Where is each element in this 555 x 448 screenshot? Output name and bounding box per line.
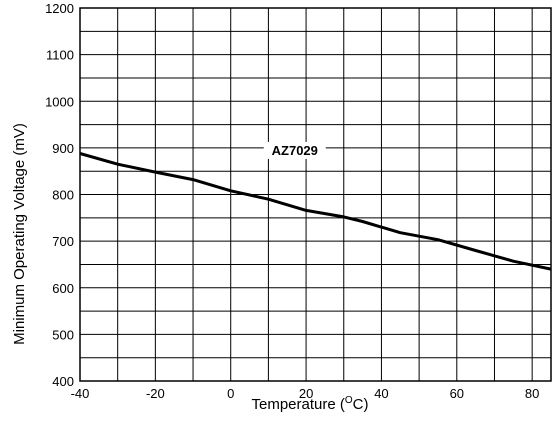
y-tick-label: 1000 xyxy=(45,94,74,109)
x-axis-title-unit: C) xyxy=(353,396,369,413)
x-axis-title-degree: O xyxy=(345,395,353,406)
y-tick-label: 800 xyxy=(52,188,74,203)
series-lines xyxy=(79,152,552,271)
annotations: AZ7029 xyxy=(263,141,326,159)
y-axis-title: Minimum Operating Voltage (mV) xyxy=(11,123,28,345)
y-tick-label: 900 xyxy=(52,141,74,156)
y-tick-label: 700 xyxy=(52,234,74,249)
x-tick-label: 60 xyxy=(450,386,464,401)
annotation-backdrop xyxy=(263,141,326,159)
x-tick-label: 40 xyxy=(374,386,388,401)
series-label: AZ7029 xyxy=(272,143,318,158)
tick-labels: -40 -20 0 20 40 60 80 400 500 600 700 800 900 1000 110… xyxy=(45,1,539,401)
x-tick-label: 80 xyxy=(525,386,539,401)
plot-frame xyxy=(79,7,552,382)
y-tick-label: 1200 xyxy=(45,1,74,16)
y-tick-label: 400 xyxy=(52,374,74,389)
x-axis-title-main: Temperature ( xyxy=(252,396,345,413)
x-tick-label: -20 xyxy=(146,386,165,401)
x-axis-title: Temperature (OC) xyxy=(252,395,369,413)
y-tick-label: 500 xyxy=(52,327,74,342)
x-tick-label: 20 xyxy=(299,386,313,401)
x-tick-label: 0 xyxy=(227,386,234,401)
y-tick-label: 1100 xyxy=(46,48,74,63)
y-tick-label: 600 xyxy=(52,281,74,296)
series-line xyxy=(79,152,552,271)
grid xyxy=(79,7,552,382)
x-tick-label: -40 xyxy=(71,386,90,401)
